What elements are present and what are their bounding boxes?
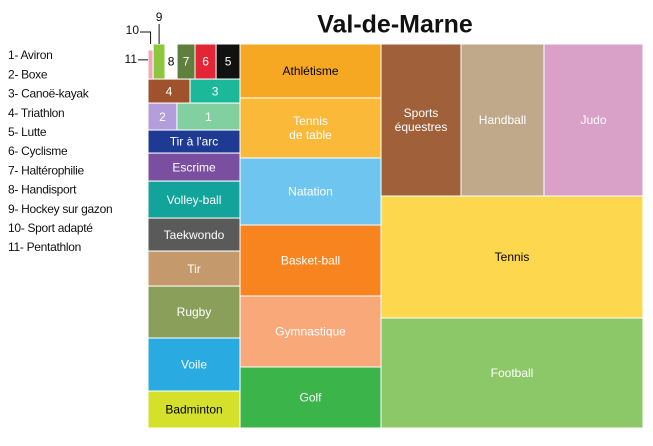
tile bbox=[543, 43, 644, 197]
tile bbox=[380, 195, 644, 319]
tile bbox=[239, 43, 382, 99]
tile-label: 1 bbox=[205, 110, 212, 124]
tile-label: Handball bbox=[479, 113, 526, 127]
tile bbox=[147, 337, 241, 392]
tile-label: 5 bbox=[225, 55, 232, 69]
tile bbox=[147, 285, 241, 339]
tile-label: Volley-ball bbox=[167, 193, 222, 207]
tile-label: Taekwondo bbox=[164, 228, 225, 242]
tile-label: 3 bbox=[212, 84, 219, 98]
tile bbox=[147, 49, 154, 80]
leader-line bbox=[140, 31, 152, 44]
tile-label: 2 bbox=[159, 110, 166, 124]
tile-label: Tennis de table bbox=[289, 114, 332, 142]
legend-entry: 5- Lutte bbox=[8, 125, 47, 139]
legend: 1- Aviron 2- Boxe 3- Canoë-kayak 4- Triathl… bbox=[8, 48, 113, 254]
tile-label: Tennis bbox=[495, 250, 530, 264]
tile-label: Escrime bbox=[172, 160, 216, 174]
tile-label: 4 bbox=[166, 84, 173, 98]
tile bbox=[380, 317, 644, 429]
tile-label: Golf bbox=[300, 391, 323, 405]
tile-label: Basket-ball bbox=[281, 254, 340, 268]
tile bbox=[239, 97, 382, 159]
tile-label: Sports équestres bbox=[395, 106, 448, 134]
tile bbox=[380, 43, 462, 197]
tile-label: Badminton bbox=[165, 403, 222, 417]
legend-entry: 3- Canoë-kayak bbox=[8, 87, 90, 101]
tile-label: 11 bbox=[125, 52, 138, 66]
tile bbox=[147, 390, 241, 429]
legend-entry: 1- Aviron bbox=[8, 48, 52, 62]
tile-label: Gymnastique bbox=[275, 325, 346, 339]
tile bbox=[147, 43, 154, 51]
tile-label: Natation bbox=[288, 185, 333, 199]
tile-label: Judo bbox=[580, 113, 606, 127]
legend-entry: 10- Sport adapté bbox=[8, 221, 93, 235]
tile-label: 10 bbox=[126, 23, 140, 37]
tile-label: Voile bbox=[181, 358, 207, 372]
tile bbox=[147, 78, 191, 104]
chart-title: Val-de-Marne bbox=[317, 11, 473, 39]
tile-label: Rugby bbox=[177, 305, 212, 319]
tile-label: 7 bbox=[183, 55, 190, 69]
tile bbox=[239, 157, 382, 226]
tile bbox=[239, 224, 382, 297]
tile bbox=[239, 295, 382, 368]
legend-entry: 9- Hockey sur gazon bbox=[8, 202, 112, 216]
tile bbox=[152, 43, 166, 80]
tile-label: Athlétisme bbox=[283, 64, 339, 78]
tile-label: 8 bbox=[168, 55, 175, 69]
tile-label: 9 bbox=[156, 10, 163, 24]
tile-label: 6 bbox=[202, 55, 209, 69]
tile-label: Tir à l'arc bbox=[170, 135, 219, 149]
legend-entry: 8- Handisport bbox=[8, 183, 77, 197]
tile bbox=[176, 102, 241, 131]
legend-entry: 4- Triathlon bbox=[8, 106, 64, 120]
tile bbox=[239, 366, 382, 429]
legend-entry: 2- Boxe bbox=[8, 67, 48, 81]
tile-label: Tir bbox=[187, 262, 201, 276]
tile-label: Football bbox=[491, 366, 534, 380]
legend-entry: 6- Cyclisme bbox=[8, 144, 68, 158]
legend-entry: 11- Pentathlon bbox=[8, 240, 81, 254]
legend-entry: 7- Haltérophilie bbox=[8, 163, 85, 177]
